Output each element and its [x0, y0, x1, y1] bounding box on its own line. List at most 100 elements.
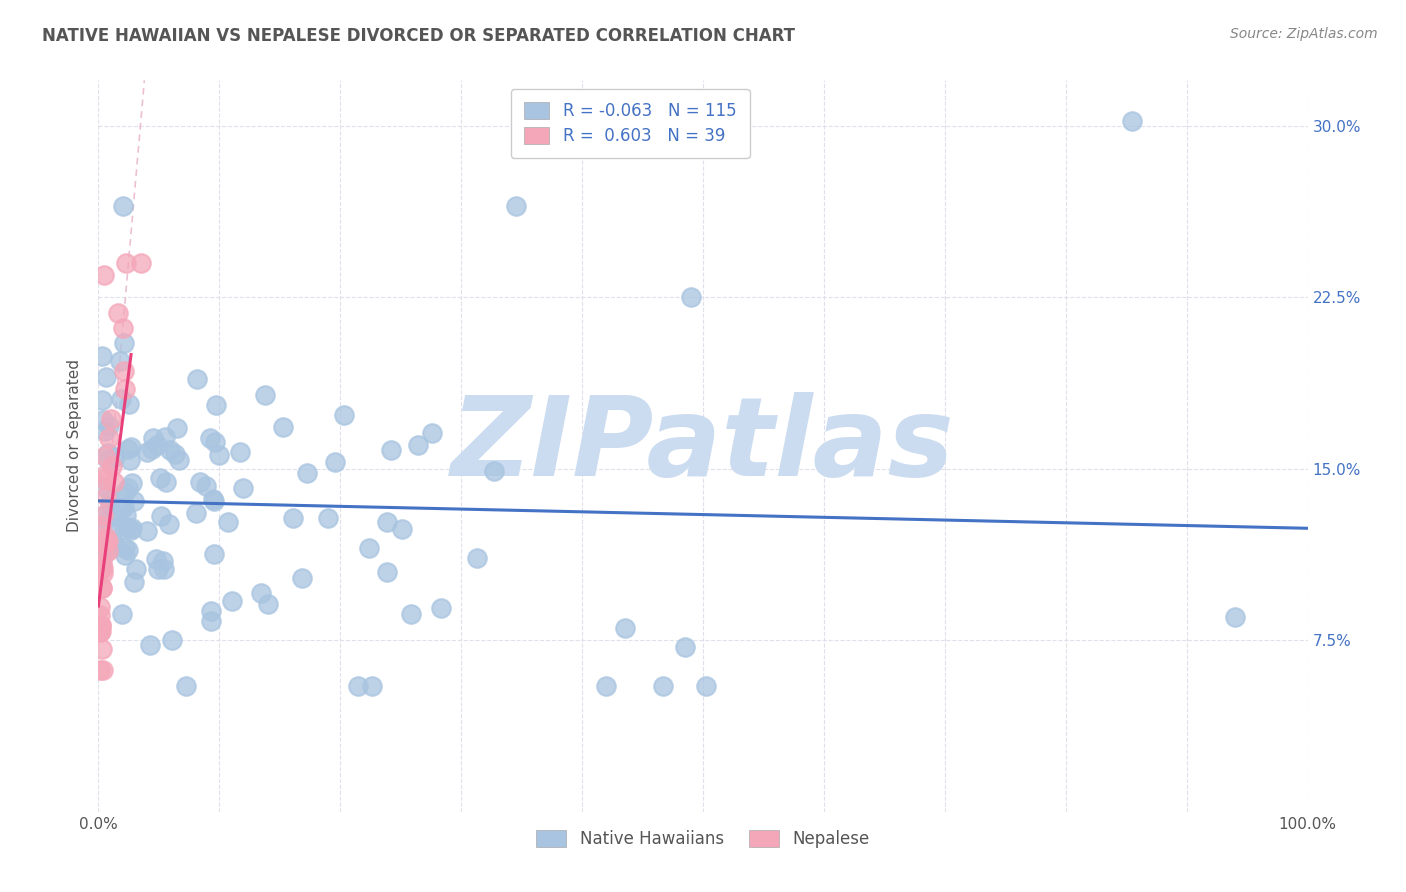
Point — [111, 199, 134, 213]
Point — [673, 640, 696, 655]
Point — [505, 199, 527, 213]
Point — [91, 663, 114, 677]
Point — [91, 566, 114, 581]
Point — [93, 449, 115, 463]
Point — [90, 642, 112, 657]
Point — [188, 475, 211, 490]
Point — [93, 547, 115, 561]
Point — [111, 321, 134, 335]
Point — [91, 561, 114, 575]
Point — [148, 562, 170, 576]
Point — [484, 463, 506, 477]
Point — [157, 517, 180, 532]
Point — [422, 426, 444, 441]
Point — [103, 540, 125, 554]
Point — [204, 435, 226, 450]
Point — [333, 409, 356, 423]
Point — [271, 420, 294, 434]
Point — [291, 571, 314, 585]
Point — [103, 537, 125, 551]
Point — [283, 511, 305, 525]
Point — [167, 453, 190, 467]
Point — [117, 543, 139, 558]
Point — [110, 354, 132, 368]
Point — [465, 551, 488, 566]
Point — [91, 557, 114, 571]
Point — [89, 599, 111, 614]
Point — [91, 479, 114, 493]
Point — [145, 551, 167, 566]
Point — [91, 522, 114, 536]
Point — [217, 516, 239, 530]
Point — [90, 581, 112, 595]
Point — [221, 594, 243, 608]
Point — [429, 601, 451, 615]
Point — [380, 443, 402, 458]
Point — [89, 625, 111, 640]
Point — [360, 679, 382, 693]
Point — [91, 510, 114, 524]
Point — [375, 565, 398, 579]
Point — [97, 544, 120, 558]
Point — [136, 524, 159, 538]
Point — [89, 608, 111, 623]
Point — [149, 508, 172, 523]
Point — [101, 458, 124, 473]
Point — [250, 586, 273, 600]
Point — [114, 548, 136, 562]
Point — [1121, 114, 1143, 128]
Point — [200, 604, 222, 618]
Point — [141, 442, 163, 456]
Point — [651, 679, 673, 693]
Point — [108, 518, 131, 533]
Point — [399, 607, 422, 622]
Point — [94, 535, 117, 549]
Y-axis label: Divorced or Separated: Divorced or Separated — [67, 359, 83, 533]
Point — [208, 448, 231, 462]
Point — [98, 510, 121, 524]
Point — [103, 475, 125, 490]
Point — [204, 547, 226, 561]
Point — [91, 552, 114, 566]
Point — [91, 349, 114, 363]
Point — [97, 418, 120, 433]
Point — [155, 475, 177, 490]
Point — [202, 493, 225, 508]
Point — [94, 468, 117, 483]
Point — [117, 481, 139, 495]
Point — [91, 392, 114, 407]
Point — [94, 424, 117, 438]
Point — [155, 430, 177, 444]
Point — [115, 256, 138, 270]
Point — [118, 452, 141, 467]
Point — [91, 508, 114, 522]
Point — [125, 561, 148, 575]
Point — [112, 335, 135, 350]
Point — [124, 493, 146, 508]
Point — [100, 509, 122, 524]
Point — [90, 519, 112, 533]
Point — [200, 614, 222, 628]
Point — [613, 621, 636, 635]
Point — [142, 431, 165, 445]
Point — [89, 564, 111, 578]
Point — [89, 663, 111, 677]
Text: ZIPatlas: ZIPatlas — [451, 392, 955, 500]
Point — [98, 498, 121, 512]
Point — [112, 500, 135, 514]
Point — [120, 523, 142, 537]
Point — [120, 440, 142, 454]
Point — [93, 268, 115, 282]
Point — [93, 472, 115, 486]
Point — [112, 522, 135, 536]
Point — [229, 444, 252, 458]
Point — [89, 625, 111, 640]
Point — [93, 533, 115, 548]
Point — [377, 516, 399, 530]
Point — [195, 479, 218, 493]
Point — [110, 392, 132, 407]
Point — [110, 500, 132, 515]
Point — [100, 411, 122, 425]
Point — [117, 442, 139, 457]
Point — [121, 521, 143, 535]
